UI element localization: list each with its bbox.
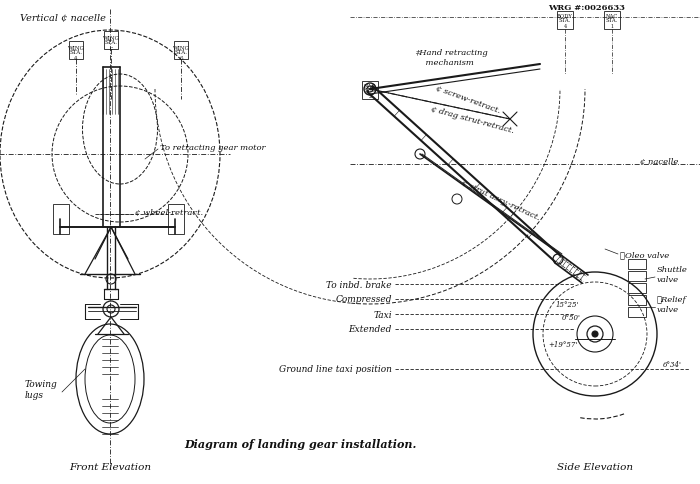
Text: Shuttle
valve: Shuttle valve	[657, 266, 688, 283]
Text: ¢ strut assy.-retract.: ¢ strut assy.-retract.	[460, 178, 541, 221]
Text: STA.: STA.	[606, 18, 618, 23]
Text: Extended: Extended	[349, 325, 392, 334]
Text: c: c	[109, 45, 113, 50]
Text: Side Elevation: Side Elevation	[557, 463, 633, 471]
Text: 4: 4	[74, 55, 78, 60]
Text: Ground line taxi position: Ground line taxi position	[279, 365, 392, 374]
Bar	[628, 272, 646, 281]
Text: 0°50': 0°50'	[562, 313, 581, 321]
Text: STA.: STA.	[104, 41, 118, 45]
Bar	[168, 205, 184, 235]
Circle shape	[592, 332, 598, 337]
Text: ¢ nacelle: ¢ nacelle	[640, 158, 678, 166]
Text: 4: 4	[564, 23, 566, 29]
Bar	[628, 284, 646, 293]
Text: ¢ drag strut-retract.: ¢ drag strut-retract.	[430, 105, 515, 135]
Text: STA.: STA.	[69, 50, 83, 55]
Bar	[362, 82, 378, 100]
Text: 6°34': 6°34'	[663, 360, 682, 368]
Text: NAC: NAC	[606, 14, 618, 18]
Text: STA.: STA.	[559, 18, 571, 23]
Text: WING: WING	[102, 35, 120, 41]
Text: WRG #:0026633: WRG #:0026633	[548, 4, 625, 12]
Bar	[557, 12, 573, 30]
Text: 1: 1	[610, 23, 614, 29]
Text: NAC: NAC	[364, 83, 376, 88]
Text: ‡Hand retracting
    mechanism: ‡Hand retracting mechanism	[415, 49, 488, 66]
Bar	[53, 205, 69, 235]
Bar	[104, 32, 118, 50]
Text: 15°25': 15°25'	[556, 301, 580, 308]
Bar	[628, 259, 646, 270]
Text: 2: 2	[368, 93, 372, 98]
Text: Compressed: Compressed	[335, 295, 392, 304]
Text: Front Elevation: Front Elevation	[69, 463, 151, 471]
Text: To retracting gear motor: To retracting gear motor	[160, 144, 265, 151]
Bar	[69, 42, 83, 60]
Text: BODY: BODY	[557, 14, 573, 18]
Text: WING: WING	[67, 45, 85, 50]
Text: To inbd. brake: To inbd. brake	[326, 280, 392, 289]
Text: 6: 6	[179, 55, 183, 60]
Text: ¢ screw-retract.: ¢ screw-retract.	[435, 84, 502, 115]
Bar	[604, 12, 620, 30]
Text: Towing
lugs: Towing lugs	[25, 379, 58, 399]
Text: ¢ wheel-retract.: ¢ wheel-retract.	[135, 209, 203, 216]
Text: Taxi: Taxi	[373, 310, 392, 319]
Text: +19°57': +19°57'	[548, 340, 578, 348]
Bar	[628, 307, 646, 318]
Text: STA.: STA.	[364, 88, 376, 93]
Bar	[628, 295, 646, 305]
Text: Diagram of landing gear installation.: Diagram of landing gear installation.	[184, 439, 416, 450]
Bar	[174, 42, 188, 60]
Text: STA.: STA.	[174, 50, 188, 55]
Text: ℓRelief
valve: ℓRelief valve	[657, 296, 687, 313]
Text: ℓOleo valve: ℓOleo valve	[620, 251, 669, 258]
Text: WING: WING	[172, 45, 190, 50]
Text: Vertical ¢ nacelle: Vertical ¢ nacelle	[20, 14, 106, 22]
